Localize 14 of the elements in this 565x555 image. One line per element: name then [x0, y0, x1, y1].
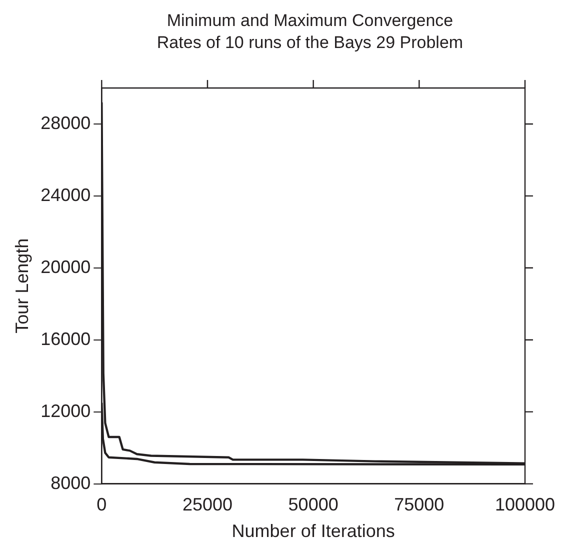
x-axis-title: Number of Iterations — [232, 521, 395, 542]
chart-title: Minimum and Maximum Convergence Rates of 10 runs of the Bays 29 Problem — [156, 10, 464, 54]
x-tick-label: 25000 — [182, 494, 233, 515]
x-tick-label: 100000 — [494, 494, 556, 515]
y-tick-label: 16000 — [40, 328, 91, 349]
y-tick-label: 24000 — [40, 184, 91, 205]
y-axis-title: Tour Length — [12, 238, 32, 334]
x-tick-label: 0 — [96, 494, 107, 515]
y-tick-label: 8000 — [50, 472, 91, 493]
x-tick-label: 50000 — [288, 494, 338, 515]
y-tick-label: 12000 — [40, 400, 91, 421]
y-tick-label: 28000 — [40, 112, 91, 133]
x-tick-label: 75000 — [394, 494, 444, 515]
y-tick-label: 20000 — [40, 256, 91, 277]
